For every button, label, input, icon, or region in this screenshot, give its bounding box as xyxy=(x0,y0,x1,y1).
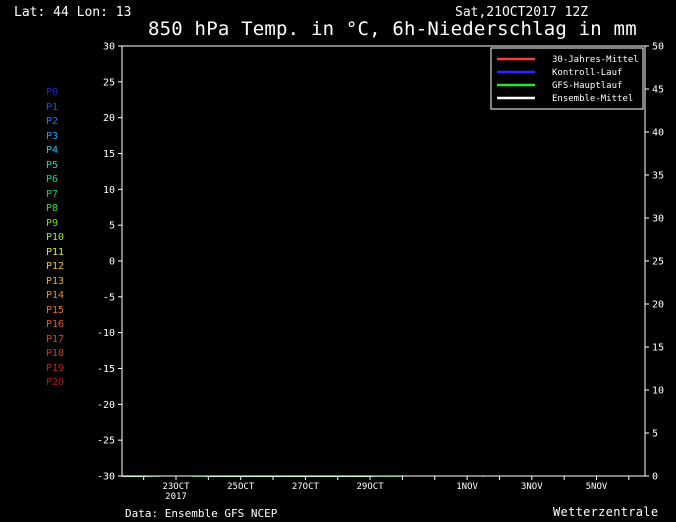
y-tick-label-right: 30 xyxy=(652,214,664,225)
x-tick-label: 29OCT xyxy=(357,482,385,492)
member-label-p7: P7 xyxy=(46,188,59,200)
member-label-p13: P13 xyxy=(46,275,65,287)
x-tick-label: 27OCT xyxy=(292,482,320,492)
member-label-p11: P11 xyxy=(46,246,65,258)
y-tick-label-left: 10 xyxy=(103,185,115,196)
y-tick-label-right: 20 xyxy=(652,300,664,311)
member-label-p0: P0 xyxy=(46,87,59,98)
y-tick-label-right: 10 xyxy=(652,386,664,397)
lat-lon-label: Lat: 44 Lon: 13 xyxy=(14,5,132,20)
member-label-p4: P4 xyxy=(46,145,59,156)
member-label-p17: P17 xyxy=(46,333,65,345)
y-tick-label-right: 40 xyxy=(652,128,664,139)
member-label-p16: P16 xyxy=(46,319,65,330)
x-tick-sublabel: 2017 xyxy=(165,492,187,502)
member-label-p8: P8 xyxy=(46,203,59,214)
member-label-p2: P2 xyxy=(46,116,59,127)
y-tick-label-right: 0 xyxy=(652,472,658,483)
member-label-p5: P5 xyxy=(46,159,59,171)
member-label-p12: P12 xyxy=(46,261,65,272)
member-label-p1: P1 xyxy=(46,101,59,113)
data-source-label: Data: Ensemble GFS NCEP xyxy=(125,507,278,520)
y-tick-label-left: 5 xyxy=(109,221,115,232)
legend-label: 30-Jahres-Mittel xyxy=(552,55,639,65)
x-tick-label: 23OCT xyxy=(162,482,190,492)
y-tick-label-right: 50 xyxy=(652,42,664,53)
member-label-p9: P9 xyxy=(46,217,59,229)
y-tick-label-left: -15 xyxy=(97,364,115,375)
legend-label: Kontroll-Lauf xyxy=(552,68,622,78)
member-label-p20: P20 xyxy=(46,377,65,388)
y-tick-label-right: 45 xyxy=(652,85,664,96)
x-tick-label: 3NOV xyxy=(521,482,543,492)
member-label-p15: P15 xyxy=(46,304,65,316)
legend-label: GFS-Hauptlauf xyxy=(552,81,622,91)
y-tick-label-left: 20 xyxy=(103,113,115,124)
axes: -30 -25 -20 -15 -10 -5 0 5 10 15 20 25 30 0 5 10 15 20 25 3… xyxy=(97,42,664,503)
run-date-label: Sat,21OCT2017 12Z xyxy=(455,5,589,20)
x-tick-label: 5NOV xyxy=(586,482,608,492)
y-tick-label-left: -20 xyxy=(97,400,115,411)
brand-label: Wetterzentrale xyxy=(553,505,659,519)
member-label-p14: P14 xyxy=(46,290,65,301)
member-list: P0 P1 P2 P3 P4 P5 P6 P7 P8 P9 P10 P11 P12 P13 P14 P15 P1… xyxy=(46,86,64,391)
y-tick-label-right: 25 xyxy=(652,257,664,268)
y-tick-label-right: 5 xyxy=(652,429,658,440)
member-label-p10: P10 xyxy=(46,232,65,243)
member-label-p3: P3 xyxy=(46,130,59,142)
y-tick-label-right: 15 xyxy=(652,343,664,354)
x-tick-label: 25OCT xyxy=(227,482,255,492)
x-tick-label: 1NOV xyxy=(456,482,478,492)
legend-label: Ensemble-Mittel xyxy=(552,94,633,104)
y-tick-label-left: -5 xyxy=(103,292,115,303)
y-tick-label-left: 25 xyxy=(103,77,115,88)
member-label-p6: P6 xyxy=(46,174,59,185)
legend: 30-Jahres-Mittel Kontroll-Lauf GFS-Hauptla… xyxy=(490,47,644,110)
y-tick-label-left: -10 xyxy=(97,328,115,339)
plot-frame xyxy=(121,45,646,477)
y-tick-label-left: 30 xyxy=(103,42,115,53)
y-tick-label-left: -25 xyxy=(97,436,115,447)
y-tick-label-left: 15 xyxy=(103,149,115,160)
y-tick-label-left: -30 xyxy=(97,472,115,483)
member-label-p18: P18 xyxy=(46,348,65,359)
y-tick-label-right: 35 xyxy=(652,171,664,182)
member-label-p19: P19 xyxy=(46,362,65,374)
y-tick-label-left: 0 xyxy=(109,257,115,268)
chart-title: 850 hPa Temp. in °C, 6h-Niederschlag in … xyxy=(148,18,637,40)
